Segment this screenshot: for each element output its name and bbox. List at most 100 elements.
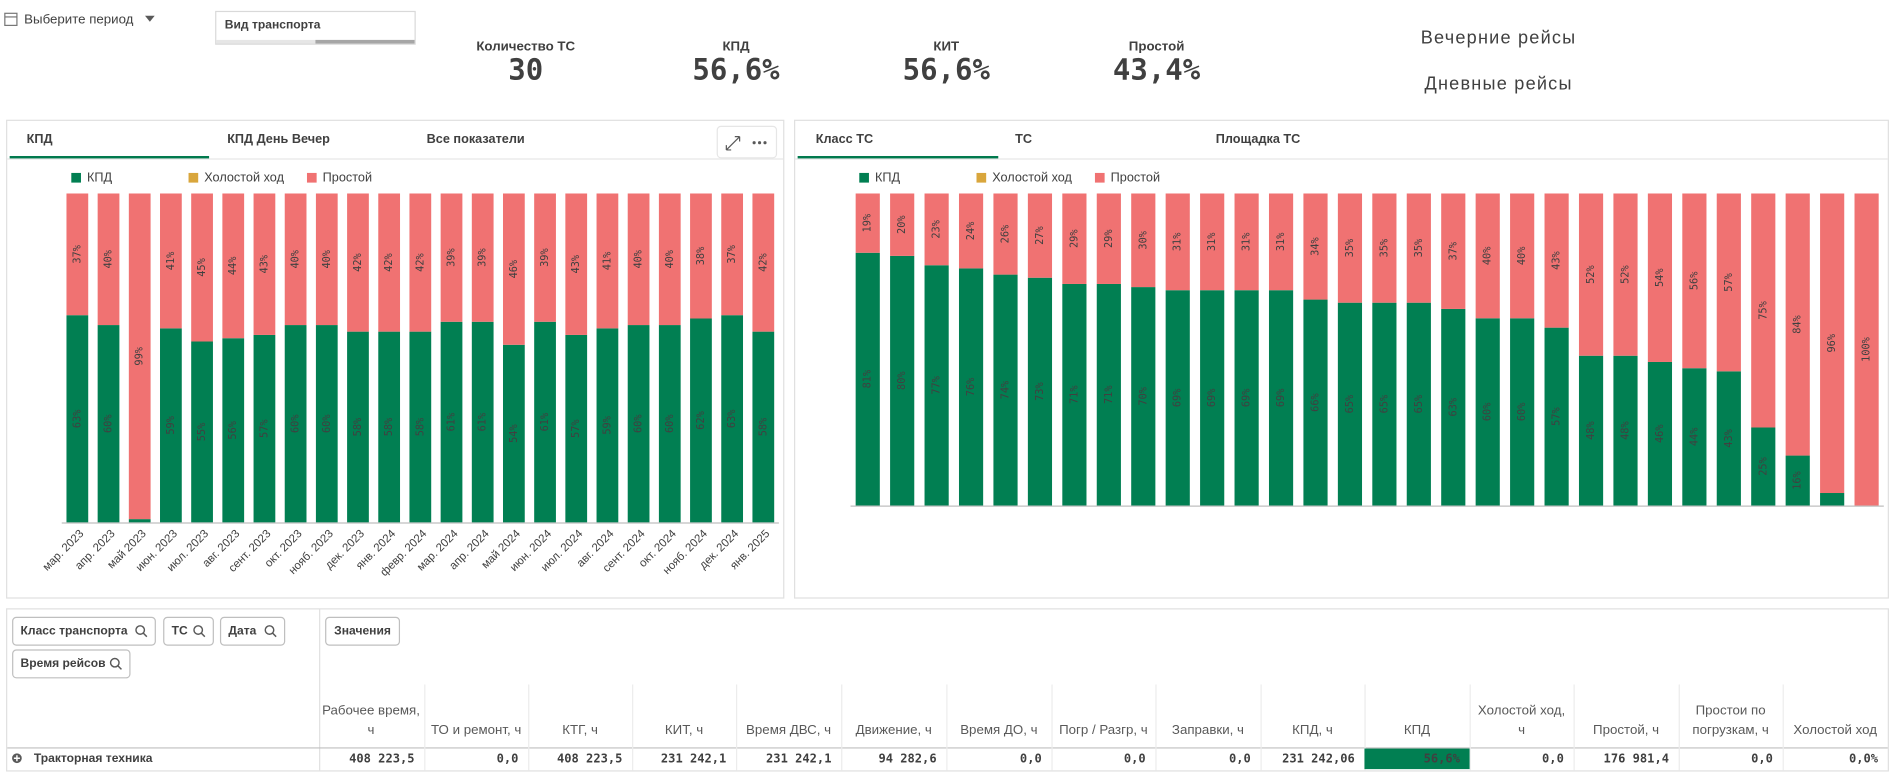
column-header[interactable]: Простой, ч [1593, 723, 1660, 738]
bar-value-label: 77% [931, 375, 943, 394]
bar-value-label: 48% [1619, 421, 1631, 440]
filter-chip[interactable] [12, 649, 131, 679]
filter-chip-label[interactable]: Класс транспорта [21, 623, 128, 637]
dropdown-arrow[interactable] [145, 15, 155, 22]
bar-segment [1165, 193, 1190, 291]
bar-segment [1510, 318, 1535, 506]
tab[interactable]: Класс ТС [816, 132, 873, 146]
bar-segment [1716, 193, 1741, 372]
bar-value-label: 57% [258, 419, 270, 438]
bar-value-label: 63% [71, 409, 83, 428]
bar-segment [66, 315, 89, 523]
bar-segment [1234, 193, 1259, 291]
filter-chip-label[interactable]: Время рейсов [21, 656, 106, 670]
bar-segment [440, 193, 463, 322]
column-header[interactable]: Рабочее время, ч [322, 703, 420, 738]
bar-segment [66, 193, 89, 316]
column-header-box: Движение, ч [855, 723, 932, 738]
transport-filter-title[interactable]: Вид транспорта [225, 18, 321, 32]
values-button-label[interactable]: Значения [334, 623, 391, 637]
bar-value-label: 23% [931, 219, 943, 238]
toolbar [716, 125, 778, 159]
bar-value-label: 38% [695, 246, 707, 265]
column-header-box: Простои по погрузкам, ч [1692, 703, 1769, 738]
column-header[interactable]: КИТ, ч [664, 723, 704, 738]
bar-segment [191, 193, 213, 342]
column-header[interactable]: ТО и ремонт, ч [431, 723, 522, 738]
bar-segment [347, 193, 369, 332]
bar-segment [1441, 193, 1466, 309]
bar-segment [1820, 493, 1845, 506]
column-header[interactable]: Холостой ход, ч [1477, 703, 1566, 738]
bar-value-label: 42% [757, 252, 769, 271]
bar-value-label: 43% [258, 254, 270, 273]
bar-segment [1544, 327, 1569, 506]
tab[interactable]: Площадка ТС [1216, 132, 1301, 146]
expand-icon[interactable] [725, 136, 741, 151]
table-cell: 0,0% [1849, 751, 1879, 765]
bar-value-label: 60% [664, 414, 676, 433]
transport-filter-box[interactable] [215, 10, 416, 45]
bar-segment [1096, 283, 1121, 506]
filter-chip[interactable] [219, 616, 286, 646]
row-label: Тракторная техника [34, 751, 153, 765]
bar-value-label: 74% [1000, 380, 1012, 399]
mode-button[interactable]: Дневные рейсы [1424, 73, 1572, 93]
bar-segment [1062, 283, 1087, 506]
bar-value-label: 44% [227, 256, 239, 275]
column-header[interactable]: КТГ, ч [562, 723, 598, 738]
column-header-box: КПД, ч [1292, 723, 1333, 738]
bar-value-label: 31% [1206, 232, 1218, 251]
bar-segment [378, 331, 401, 523]
column-header[interactable]: Время ДО, ч [960, 723, 1038, 738]
bar-value-label: 40% [1482, 246, 1494, 265]
bar-value-label: 42% [352, 252, 364, 271]
kpi-label: КИТ [933, 39, 959, 54]
bar-segment [1200, 193, 1225, 291]
bar-value-label: 26% [1000, 224, 1012, 243]
more-icon[interactable] [752, 141, 756, 145]
more-icon[interactable] [758, 141, 762, 145]
bar-segment [1200, 290, 1225, 506]
legend-label: Простой [1111, 171, 1160, 185]
tab[interactable]: КПД День Вечер [227, 132, 330, 146]
column-header[interactable]: Простои по погрузкам, ч [1692, 703, 1769, 738]
filter-chip[interactable] [12, 616, 156, 646]
column-header[interactable]: Погр / Разгр, ч [1059, 723, 1148, 738]
legend-swatch [859, 172, 869, 183]
bar-segment [565, 193, 588, 335]
more-icon[interactable] [763, 141, 767, 145]
filter-chip[interactable] [163, 616, 214, 646]
bar-segment [1647, 193, 1673, 362]
bar-value-label: 61% [539, 412, 551, 431]
column-header[interactable]: Заправки, ч [1171, 723, 1244, 738]
kpi-value: 30 [508, 52, 543, 86]
bar-value-label: 39% [477, 248, 489, 267]
bar-segment [752, 193, 775, 332]
bar-segment [1062, 193, 1087, 284]
values-button[interactable] [325, 616, 401, 646]
bar-value-label: 60% [633, 414, 645, 433]
column-header[interactable]: Холостой ход [1793, 723, 1877, 738]
mode-button[interactable]: Вечерние рейсы [1421, 27, 1577, 47]
tab[interactable]: Все показатели [427, 132, 525, 146]
bar-value-label: 44% [1688, 427, 1700, 446]
bar-value-label: 29% [1103, 229, 1115, 248]
bar-value-label: 59% [165, 415, 177, 434]
filter-chip-label[interactable]: ТС [172, 623, 188, 637]
filter-chip-label[interactable]: Дата [228, 623, 256, 637]
expand-icon-plus[interactable] [13, 755, 20, 762]
bar-segment [690, 193, 712, 319]
bar-segment [993, 193, 1018, 275]
bar-segment [690, 318, 712, 523]
tab[interactable]: ТС [1015, 132, 1032, 146]
legend-swatch [306, 172, 317, 183]
tab[interactable]: КПД [27, 132, 53, 146]
column-header[interactable]: Движение, ч [855, 723, 932, 738]
column-header[interactable]: КПД, ч [1292, 723, 1333, 738]
bar-segment [1716, 371, 1741, 506]
column-header[interactable]: Время ДВС, ч [746, 723, 832, 738]
bar-segment [1475, 318, 1500, 506]
period-selector[interactable]: Выберите период [24, 11, 134, 26]
column-header[interactable]: КПД [1403, 723, 1431, 738]
